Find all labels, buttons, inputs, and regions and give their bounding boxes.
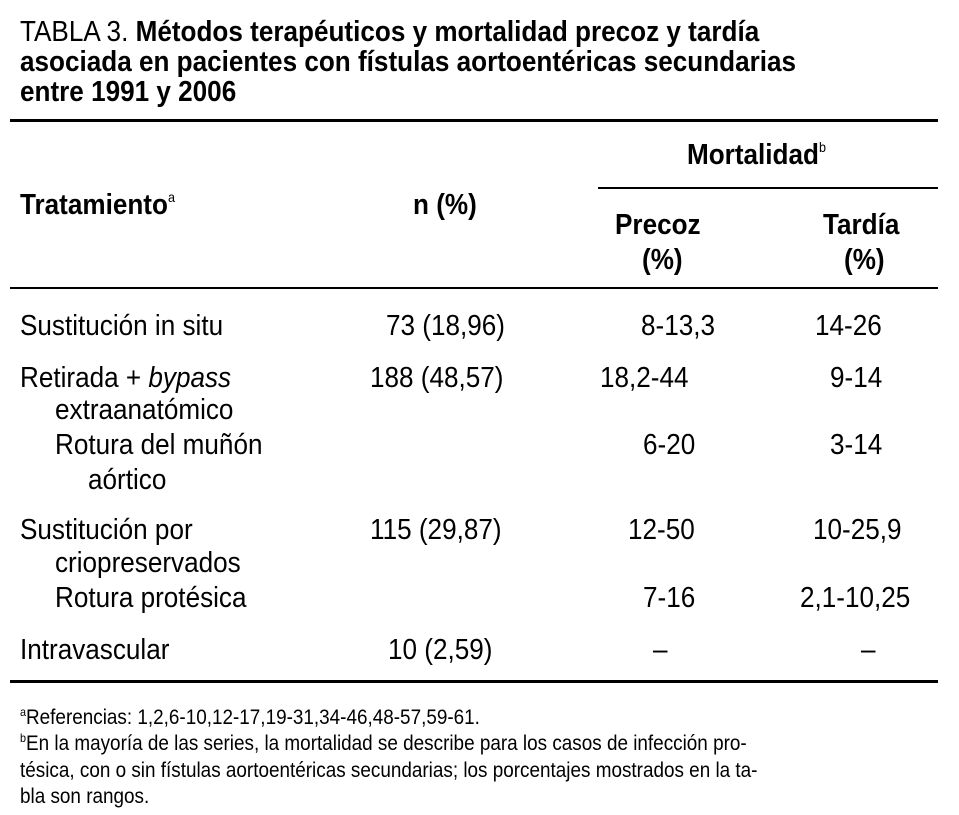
cell-early: – [653, 634, 668, 666]
footnote-b-line-3: bla son rangos. [20, 785, 150, 808]
footnote-ref-a: a [167, 189, 175, 205]
title-text: Métodos terapéuticos y mortalidad precoz… [135, 16, 760, 48]
cell-late: 14-26 [815, 310, 882, 342]
header-late-unit: (%) [844, 244, 885, 276]
header-early-unit: (%) [642, 244, 683, 276]
cell-treatment: Sustitución in situ [20, 310, 224, 342]
cell-late: 9-14 [830, 362, 883, 394]
cell-early: 12-50 [628, 514, 695, 546]
header-late: Tardía [823, 209, 900, 241]
mortality-rule [598, 187, 938, 189]
cell-treatment-cont: extraanatómico [55, 394, 234, 426]
title-line-3: entre 1991 y 2006 [20, 76, 237, 108]
cell-treatment: Rotura del muñón [55, 429, 263, 461]
header-rule [10, 287, 938, 289]
header-n: n (%) [413, 189, 477, 221]
cell-early: 7-16 [643, 582, 696, 614]
footnote-b-line-1: bEn la mayoría de las series, la mortali… [20, 731, 747, 757]
bottom-rule [10, 680, 938, 683]
cell-treatment: Retirada + bypass [20, 362, 231, 394]
cell-treatment: Rotura protésica [55, 582, 247, 614]
table-label: TABLA 3. [20, 16, 129, 48]
footnote-b-line-2: tésica, con o sin fístulas aortoentérica… [20, 759, 758, 782]
top-rule [10, 119, 938, 122]
cell-treatment: Sustitución por [20, 514, 193, 546]
cell-treatment-cont: criopreservados [55, 547, 241, 579]
cell-treatment-cont: aórtico [88, 464, 167, 496]
title-line-1: TABLA 3. Métodos terapéuticos y mortalid… [20, 16, 759, 48]
footnote-text: Referencias: 1,2,6-10,12-17,19-31,34-46,… [26, 706, 480, 729]
title-line-2: asociada en pacientes con fístulas aorto… [20, 46, 797, 78]
cell-n: 115 (29,87) [370, 514, 502, 546]
header-mortality: Mortalidadb [687, 139, 826, 171]
treatment-text: Retirada + [20, 362, 149, 394]
cell-late: – [861, 634, 876, 666]
cell-late: 10-25,9 [813, 514, 902, 546]
footnote-a: aReferencias: 1,2,6-10,12-17,19-31,34-46… [20, 705, 480, 731]
treatment-italic: bypass [148, 362, 232, 394]
footnote-text: En la mayoría de las series, la mortalid… [26, 732, 747, 755]
cell-early: 18,2-44 [600, 362, 689, 394]
cell-late: 2,1-10,25 [800, 582, 911, 614]
cell-late: 3-14 [830, 429, 883, 461]
footnote-mark: a [20, 705, 27, 719]
cell-n: 73 (18,96) [386, 310, 505, 342]
cell-n: 10 (2,59) [388, 634, 493, 666]
cell-early: 8-13,3 [641, 310, 716, 342]
mortality-label: Mortalidad [687, 139, 819, 171]
header-treatment: Tratamientoa [20, 189, 175, 221]
header-early: Precoz [615, 209, 701, 241]
cell-n: 188 (48,57) [370, 362, 504, 394]
cell-early: 6-20 [643, 429, 696, 461]
footnote-ref-b: b [818, 139, 826, 155]
treatment-label: Tratamiento [20, 189, 168, 221]
cell-treatment: Intravascular [20, 634, 170, 666]
footnote-mark: b [20, 731, 27, 745]
